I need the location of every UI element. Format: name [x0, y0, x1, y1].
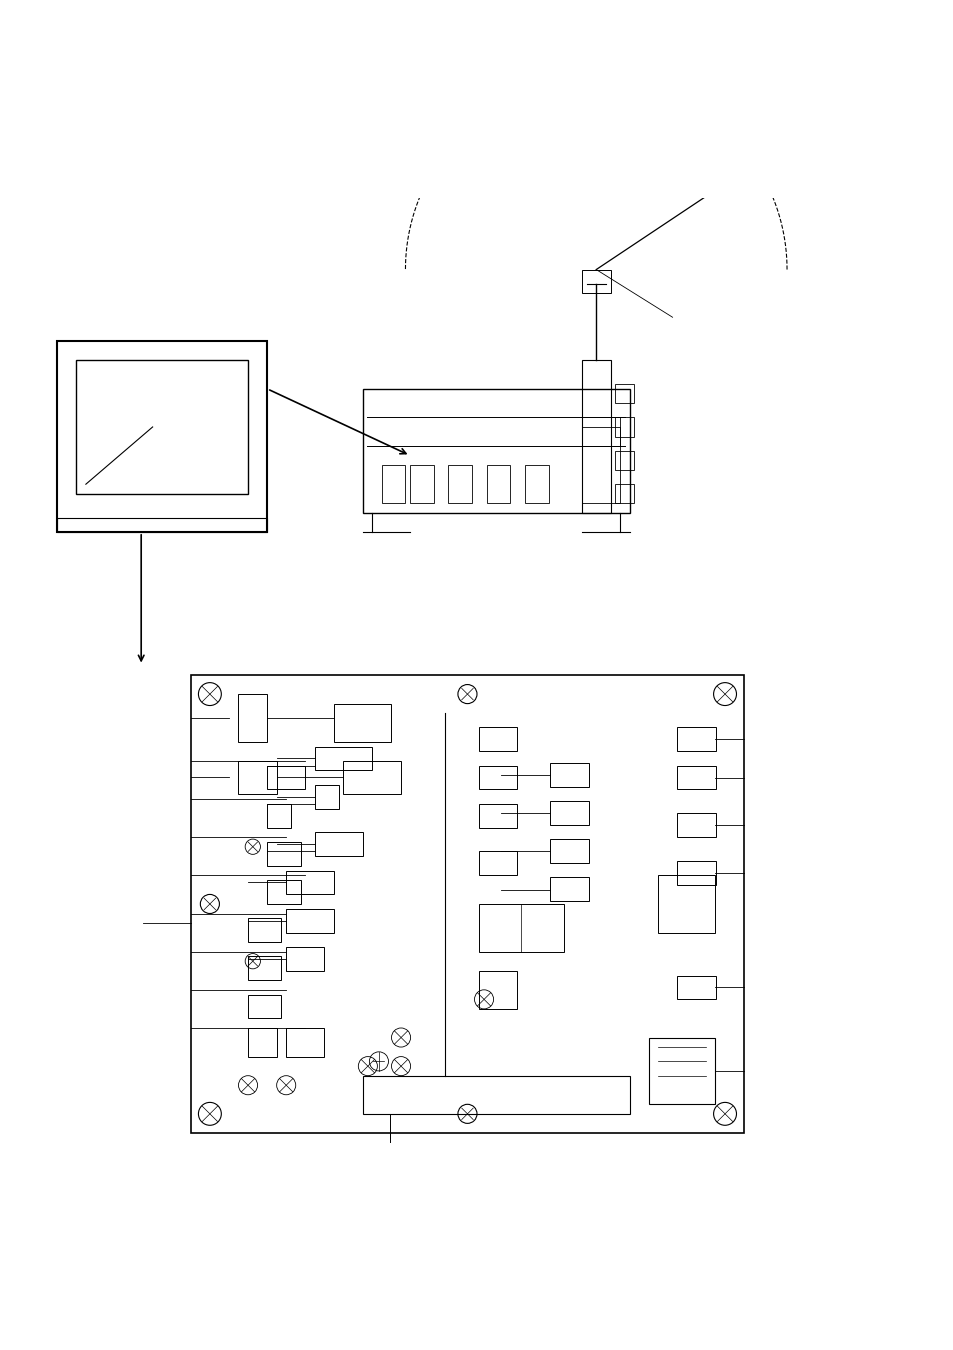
- Bar: [381, 466, 405, 504]
- Bar: [267, 880, 300, 905]
- Bar: [478, 852, 517, 875]
- Bar: [478, 971, 517, 1008]
- Bar: [191, 675, 743, 1133]
- Bar: [550, 801, 588, 825]
- Bar: [581, 427, 619, 504]
- Bar: [410, 466, 434, 504]
- Bar: [524, 466, 548, 504]
- Bar: [615, 417, 634, 436]
- Bar: [550, 878, 588, 900]
- Bar: [648, 1038, 715, 1104]
- Bar: [448, 466, 472, 504]
- Bar: [314, 784, 338, 809]
- Bar: [677, 976, 715, 999]
- Bar: [615, 485, 634, 504]
- Bar: [248, 1027, 276, 1057]
- Bar: [314, 747, 372, 771]
- Bar: [248, 918, 281, 942]
- Bar: [334, 703, 391, 741]
- Bar: [550, 840, 588, 863]
- Bar: [478, 728, 517, 752]
- Bar: [267, 842, 300, 865]
- Bar: [57, 342, 267, 532]
- Bar: [362, 389, 629, 513]
- Bar: [658, 875, 715, 933]
- Bar: [362, 1076, 629, 1114]
- Bar: [238, 694, 267, 741]
- Bar: [314, 833, 362, 856]
- Bar: [615, 451, 634, 470]
- Bar: [478, 803, 517, 828]
- Bar: [677, 861, 715, 884]
- Bar: [76, 360, 248, 494]
- Bar: [486, 466, 510, 504]
- Bar: [748, 155, 762, 174]
- Bar: [286, 946, 324, 971]
- Bar: [677, 813, 715, 837]
- Bar: [248, 956, 281, 980]
- Bar: [267, 803, 291, 828]
- Bar: [343, 761, 400, 794]
- Bar: [615, 383, 634, 404]
- Bar: [581, 270, 610, 293]
- Bar: [267, 765, 305, 790]
- Bar: [248, 995, 281, 1018]
- Bar: [286, 909, 334, 933]
- Bar: [286, 871, 334, 895]
- Bar: [478, 904, 564, 952]
- Bar: [550, 763, 588, 787]
- Bar: [57, 517, 267, 532]
- Bar: [677, 765, 715, 790]
- Bar: [286, 1027, 324, 1057]
- Bar: [238, 761, 276, 794]
- Bar: [581, 360, 610, 513]
- Bar: [677, 728, 715, 752]
- Bar: [478, 765, 517, 790]
- Bar: [581, 417, 619, 446]
